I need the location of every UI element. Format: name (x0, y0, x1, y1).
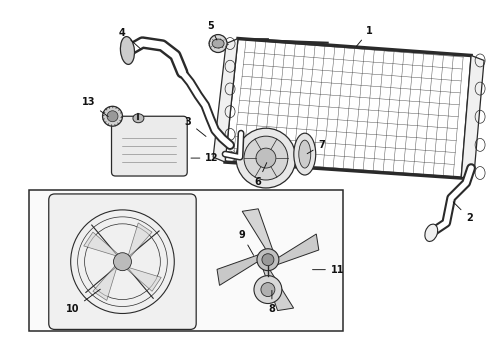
Text: 3: 3 (185, 117, 206, 136)
Bar (29, 190, 343, 332)
Text: 8: 8 (269, 291, 275, 315)
Text: 12: 12 (191, 153, 219, 163)
Text: 1: 1 (356, 26, 373, 46)
Text: 11: 11 (313, 265, 344, 275)
FancyBboxPatch shape (49, 194, 196, 329)
Circle shape (114, 253, 131, 271)
Polygon shape (217, 255, 268, 285)
Text: 5: 5 (207, 21, 217, 40)
Polygon shape (84, 232, 122, 262)
Circle shape (262, 254, 274, 266)
Ellipse shape (294, 133, 316, 175)
Circle shape (102, 106, 122, 126)
Circle shape (236, 128, 296, 188)
Polygon shape (461, 55, 484, 178)
Text: 10: 10 (66, 289, 100, 315)
Circle shape (261, 283, 275, 297)
Text: 13: 13 (82, 97, 108, 117)
Circle shape (107, 111, 118, 122)
Circle shape (244, 136, 288, 180)
Ellipse shape (209, 35, 227, 53)
Text: 9: 9 (239, 230, 254, 255)
Ellipse shape (212, 39, 224, 48)
Text: 2: 2 (453, 202, 472, 223)
Ellipse shape (299, 140, 311, 168)
Polygon shape (242, 209, 273, 260)
Polygon shape (268, 234, 319, 265)
Ellipse shape (133, 114, 144, 123)
Circle shape (256, 148, 276, 168)
Polygon shape (93, 262, 122, 301)
Text: 7: 7 (307, 140, 325, 154)
Circle shape (257, 249, 279, 271)
Text: 6: 6 (255, 163, 267, 187)
Ellipse shape (425, 224, 438, 242)
Polygon shape (122, 262, 161, 291)
Polygon shape (213, 39, 238, 162)
Circle shape (254, 276, 282, 303)
Text: 4: 4 (119, 28, 140, 49)
Ellipse shape (121, 37, 135, 64)
Polygon shape (263, 260, 294, 311)
Polygon shape (122, 223, 152, 262)
FancyBboxPatch shape (112, 116, 187, 176)
